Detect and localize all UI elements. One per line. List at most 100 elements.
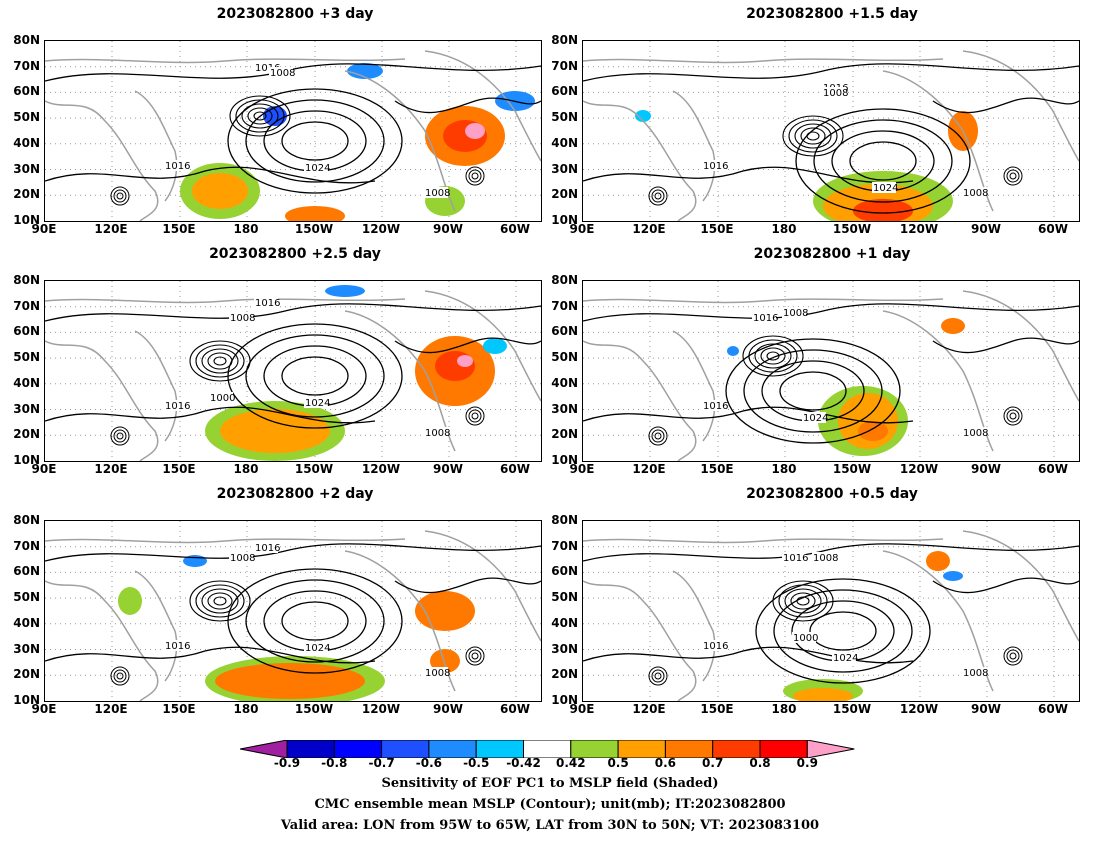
- mslp-contour: [213, 356, 227, 366]
- latitude-label: 20N: [551, 187, 578, 202]
- mslp-contour: [245, 99, 385, 183]
- mslp-contour: [468, 649, 482, 663]
- mslp-contour: [116, 192, 124, 200]
- coastline: [134, 570, 178, 682]
- longitude-label: 90E: [31, 222, 57, 236]
- mslp-contour: [45, 406, 376, 424]
- latitude-label: 30N: [551, 641, 578, 656]
- sensitivity-shading: [727, 346, 739, 356]
- longitude-label: 120E: [632, 462, 666, 476]
- sensitivity-shading: [415, 591, 475, 631]
- longitude-label: 60W: [500, 462, 530, 476]
- sensitivity-shading: [793, 688, 853, 701]
- contour-label: 1008: [963, 668, 988, 679]
- mslp-contour: [195, 344, 245, 378]
- latitude-label: 60N: [13, 324, 40, 339]
- longitude-label: 150E: [162, 702, 196, 716]
- latitude-label: 30N: [13, 401, 40, 416]
- contour-label: 1024: [873, 183, 898, 194]
- contour-label: 1016: [165, 161, 190, 172]
- latitude-label: 40N: [551, 375, 578, 390]
- contour-label: 1016: [165, 401, 190, 412]
- longitude-label: 120E: [94, 702, 128, 716]
- contour-label: 1016: [255, 63, 280, 74]
- latitude-label: 60N: [13, 564, 40, 579]
- mslp-contour: [113, 429, 127, 443]
- latitude-label: 50N: [13, 590, 40, 605]
- sensitivity-shading: [853, 199, 913, 221]
- colorbar-tick-label: -0.8: [321, 756, 348, 770]
- panel-title: 2023082800 +3 day: [216, 6, 374, 22]
- longitude-label: 90W: [971, 702, 1001, 716]
- mslp-contour: [116, 432, 124, 440]
- mslp-contour: [772, 580, 834, 622]
- colorbar: [240, 740, 855, 758]
- contour-label: 1016: [783, 553, 808, 564]
- mslp-contour: [743, 349, 883, 433]
- mslp-contour: [583, 406, 914, 424]
- latitude-label: 50N: [13, 350, 40, 365]
- mslp-contour: [654, 192, 662, 200]
- mslp-contour: [195, 584, 245, 618]
- sensitivity-shading: [483, 338, 507, 354]
- longitude-label: 180: [771, 462, 797, 476]
- contour-label: 1024: [833, 653, 858, 664]
- panel-title: 2023082800 +2.5 day: [209, 246, 381, 262]
- mslp-contour: [648, 666, 668, 686]
- coastline: [962, 530, 1079, 642]
- contour-label: 1008: [813, 553, 838, 564]
- contour-label: 1008: [230, 553, 255, 564]
- mslp-contour: [281, 121, 349, 161]
- colorbar-tick-label: 0.8: [749, 756, 771, 770]
- mslp-contour: [725, 338, 901, 444]
- latitude-label: 70N: [551, 298, 578, 313]
- mslp-contour: [648, 186, 668, 206]
- mslp-contour: [766, 351, 780, 361]
- mslp-contour: [760, 347, 786, 365]
- coastline: [45, 58, 406, 64]
- coastline: [583, 58, 944, 64]
- mslp-contour: [1003, 406, 1023, 426]
- latitude-label: 60N: [551, 324, 578, 339]
- longitude-label: 150W: [294, 702, 334, 716]
- latitude-label: 80N: [551, 273, 578, 287]
- longitude-label: 180: [771, 702, 797, 716]
- mslp-contour: [796, 596, 810, 606]
- latitude-label: 10N: [551, 452, 578, 467]
- coastline: [583, 538, 944, 544]
- latitude-label: 20N: [13, 667, 40, 682]
- contour-label: 1024: [803, 413, 828, 424]
- longitude-label: 180: [233, 462, 259, 476]
- latitude-label: 50N: [13, 110, 40, 125]
- mslp-contour: [465, 406, 485, 426]
- latitude-label: 60N: [13, 84, 40, 99]
- latitude-label: 60N: [551, 84, 578, 99]
- caption-line-3: Valid area: LON from 95W to 65W, LAT fro…: [280, 818, 820, 833]
- mslp-contour: [784, 588, 822, 614]
- caption-line-1: Sensitivity of EOF PC1 to MSLP field (Sh…: [381, 776, 719, 791]
- mslp-contour: [1003, 646, 1023, 666]
- mslp-contour: [1009, 412, 1017, 420]
- longitude-label: 180: [771, 222, 797, 236]
- latitude-label: 50N: [551, 590, 578, 605]
- coastline: [45, 100, 159, 221]
- contour-label: 1008: [270, 68, 295, 79]
- mslp-contour: [45, 303, 541, 322]
- coastline: [583, 340, 697, 461]
- longitude-label: 150E: [700, 222, 734, 236]
- latitude-label: 30N: [551, 401, 578, 416]
- longitude-label: 120E: [94, 462, 128, 476]
- mslp-contour: [471, 652, 479, 660]
- latitude-label: 20N: [13, 427, 40, 442]
- mslp-contour: [227, 568, 403, 674]
- mslp-contour: [651, 669, 665, 683]
- mslp-contour: [394, 97, 541, 114]
- mslp-contour: [110, 666, 130, 686]
- longitude-label: 120W: [361, 222, 401, 236]
- latitude-label: 10N: [551, 692, 578, 707]
- longitude-label: 150E: [162, 462, 196, 476]
- mslp-contour: [45, 166, 376, 184]
- longitude-label: 60W: [500, 222, 530, 236]
